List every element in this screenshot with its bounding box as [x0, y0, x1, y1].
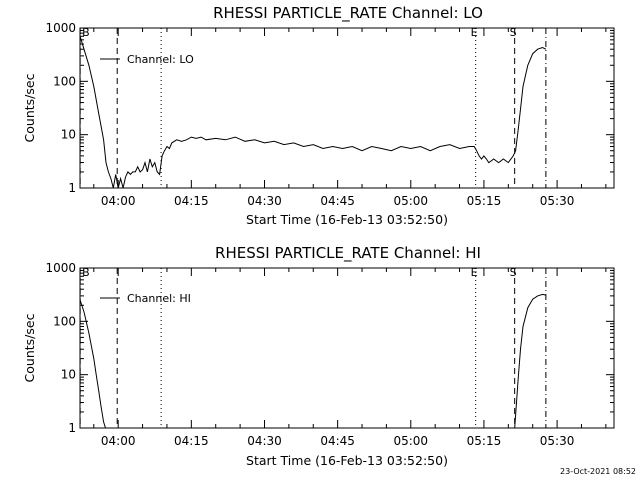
lo-x-tick-label: 05:00 [393, 194, 428, 208]
lo-x-tick-label: 05:30 [540, 194, 575, 208]
hi-x-tick-label: 04:45 [320, 434, 355, 448]
lo-y-axis-label: Counts/sec [22, 73, 37, 142]
hi-legend: Channel: HI [100, 292, 191, 305]
lo-y-tick-label: 1 [68, 181, 76, 195]
hi-x-tick-label: 04:00 [101, 434, 136, 448]
lo-x-tick-label: 04:45 [320, 194, 355, 208]
hi-y-tick-label: 1000 [45, 261, 76, 275]
lo-plot-title: RHESSI PARTICLE_RATE Channel: LO [213, 4, 483, 23]
hi-channel-plot: RHESSI PARTICLE_RATE Channel: HI B E S 1 10… [22, 244, 615, 468]
hi-x-tick-label: 05:15 [467, 434, 502, 448]
lo-y-tick-label: 10 [61, 128, 76, 142]
hi-y-tick-label: 1 [68, 421, 76, 435]
lo-event-marker-label: S [510, 26, 517, 39]
hi-x-axis-label: Start Time (16-Feb-13 03:52:50) [246, 453, 448, 468]
hi-event-marker-label: S [510, 266, 517, 279]
hi-plot-title: RHESSI PARTICLE_RATE Channel: HI [215, 244, 481, 263]
lo-series-line [79, 36, 547, 189]
lo-x-tick-label: 04:15 [174, 194, 209, 208]
hi-event-marker-label: B [82, 266, 90, 279]
lo-event-marker-label: E [471, 26, 478, 39]
lo-y-tick-label: 1000 [45, 21, 76, 35]
lo-x-axis-label: Start Time (16-Feb-13 03:52:50) [246, 212, 448, 227]
hi-series-line [79, 293, 547, 429]
hi-x-tick-label: 05:30 [540, 434, 575, 448]
hi-event-marker-label: E [471, 266, 478, 279]
lo-x-tick-label: 04:00 [101, 194, 136, 208]
lo-x-tick-label: 04:30 [247, 194, 282, 208]
lo-channel-plot: RHESSI PARTICLE_RATE Channel: LO B E S 1 10… [22, 4, 615, 227]
hi-x-tick-label: 04:30 [247, 434, 282, 448]
hi-legend-label: Channel: HI [127, 292, 191, 305]
lo-event-marker-label: B [82, 26, 90, 39]
hi-x-tick-label: 05:00 [393, 434, 428, 448]
lo-y-tick-label: 100 [53, 74, 76, 88]
lo-x-tick-label: 05:15 [467, 194, 502, 208]
hi-y-tick-label: 10 [61, 368, 76, 382]
lo-legend-label: Channel: LO [127, 53, 194, 66]
hi-y-tick-label: 100 [53, 314, 76, 328]
hi-x-tick-label: 04:15 [174, 434, 209, 448]
generated-timestamp: 23-Oct-2021 08:52 [560, 467, 636, 476]
lo-legend: Channel: LO [100, 53, 194, 66]
hi-y-axis-label: Counts/sec [22, 313, 37, 382]
